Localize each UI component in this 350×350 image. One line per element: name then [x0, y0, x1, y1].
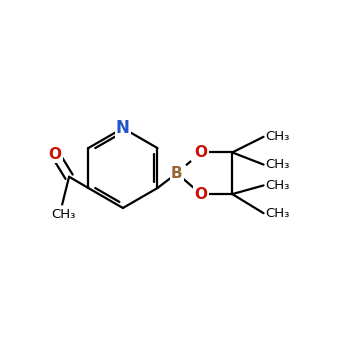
Text: CH₃: CH₃ — [52, 208, 76, 221]
Text: CH₃: CH₃ — [265, 179, 290, 192]
Text: CH₃: CH₃ — [265, 130, 290, 143]
Text: O: O — [195, 145, 208, 160]
Text: O: O — [49, 147, 62, 162]
Text: N: N — [116, 119, 130, 137]
Text: CH₃: CH₃ — [265, 158, 290, 171]
Text: B: B — [171, 166, 183, 181]
Text: CH₃: CH₃ — [265, 207, 290, 220]
Text: O: O — [195, 187, 208, 202]
